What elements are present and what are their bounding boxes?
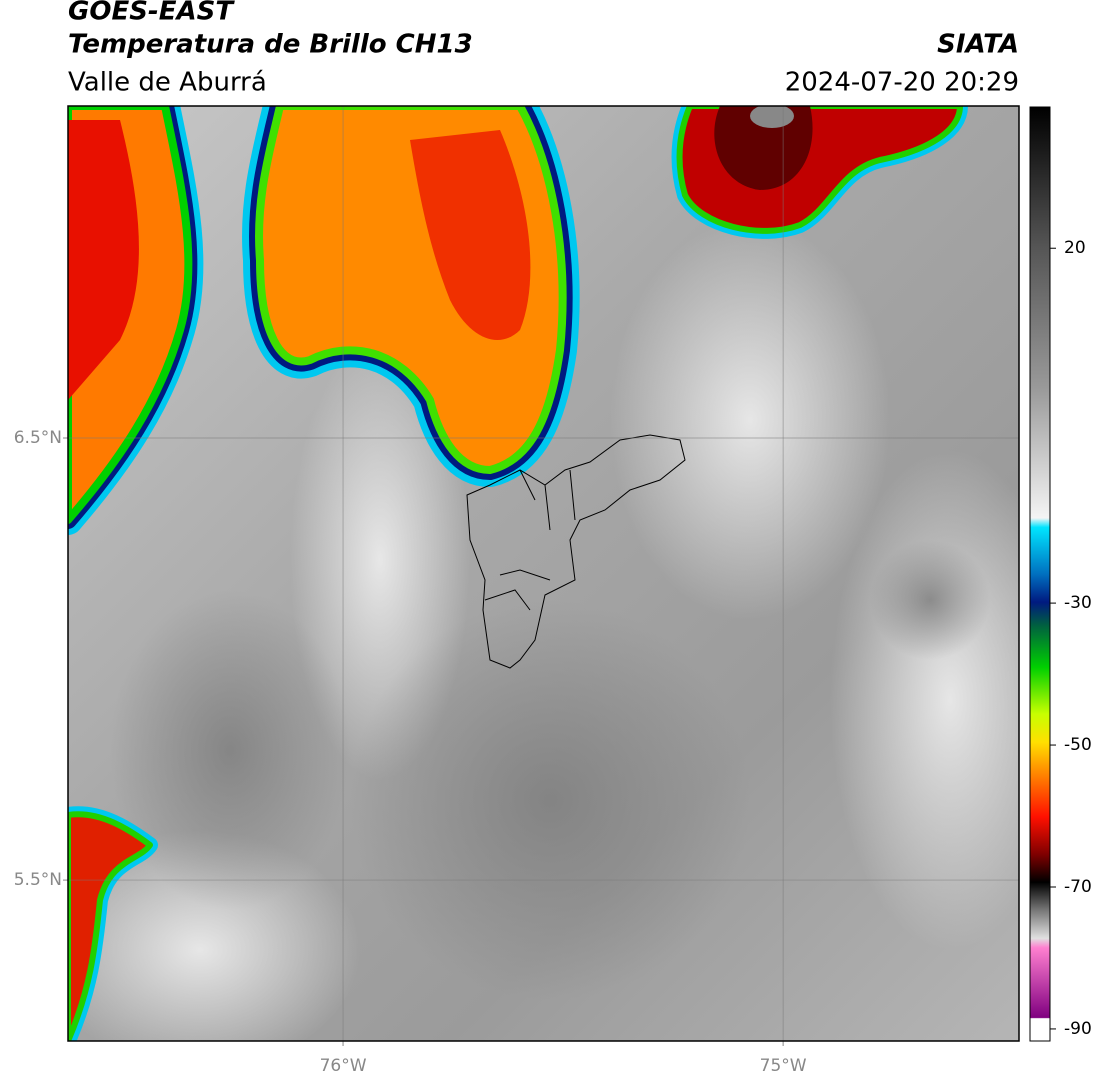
- y-tick-label: 5.5°N: [14, 870, 62, 890]
- x-tick-label: 75°W: [760, 1056, 807, 1076]
- municipal-boundaries: [466, 434, 686, 669]
- colorbar-tick-label: -50: [1064, 735, 1092, 755]
- title: GOES-EAST: [68, 0, 235, 27]
- source: SIATA: [937, 30, 1019, 60]
- x-tick-label: 76°W: [320, 1056, 367, 1076]
- y-tick-label: 6.5°N: [14, 428, 62, 448]
- satellite-image: [68, 106, 1019, 1041]
- region: Valle de Aburrá: [68, 68, 267, 98]
- map-frame: [67, 105, 1020, 1042]
- colorbar-tick-label: -70: [1064, 877, 1092, 897]
- colorbar-tick-label: 20: [1064, 238, 1086, 258]
- colorbar-tick-label: -30: [1064, 593, 1092, 613]
- colorbar: [1029, 106, 1051, 1042]
- colorbar-tick-label: -90: [1064, 1019, 1092, 1039]
- datetime: 2024-07-20 20:29: [785, 68, 1019, 98]
- subtitle: Temperatura de Brillo CH13: [68, 30, 473, 60]
